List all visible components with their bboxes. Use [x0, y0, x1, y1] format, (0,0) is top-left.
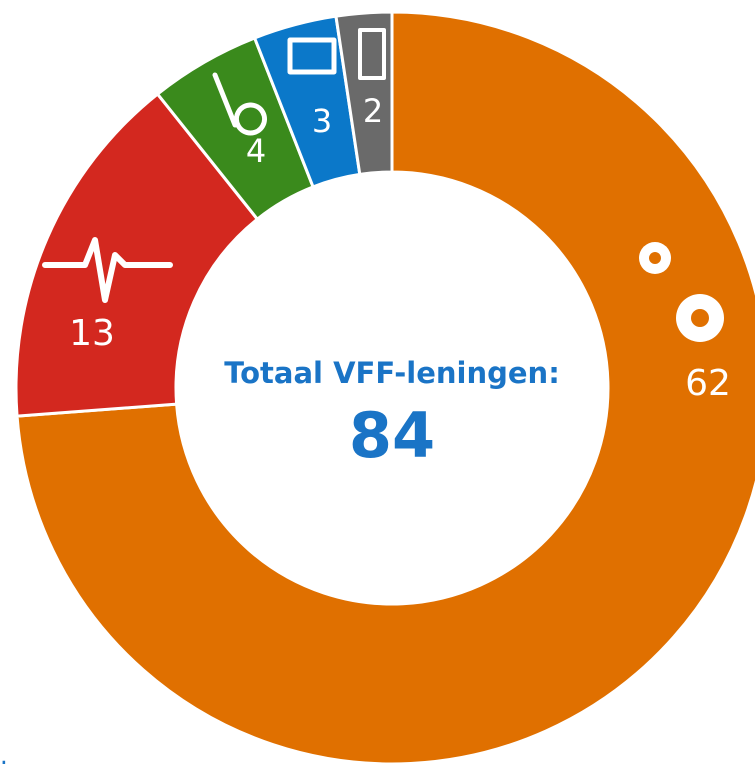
- value-label: 13: [69, 313, 115, 354]
- icons: [42, 28, 724, 342]
- value-label: 62: [685, 363, 731, 404]
- gear-hole: [649, 252, 661, 264]
- value-label: 4: [246, 132, 266, 170]
- segments: [14, 10, 755, 764]
- battery-icon: [358, 28, 386, 80]
- gear-icons: [639, 242, 724, 342]
- value-label: 3: [312, 102, 332, 140]
- gear-hole: [691, 309, 709, 327]
- center-title: Totaal VFF-leningen:: [224, 356, 560, 390]
- edge-text: ter: [0, 754, 40, 764]
- vegetable-icon: [212, 72, 267, 136]
- segment: [14, 91, 260, 418]
- monitor-icon: [287, 37, 337, 75]
- value-label: 2: [363, 92, 383, 130]
- segment: [334, 10, 394, 177]
- pulse-icon: [42, 237, 173, 303]
- segment: [15, 10, 755, 764]
- center-value: 84: [349, 399, 435, 472]
